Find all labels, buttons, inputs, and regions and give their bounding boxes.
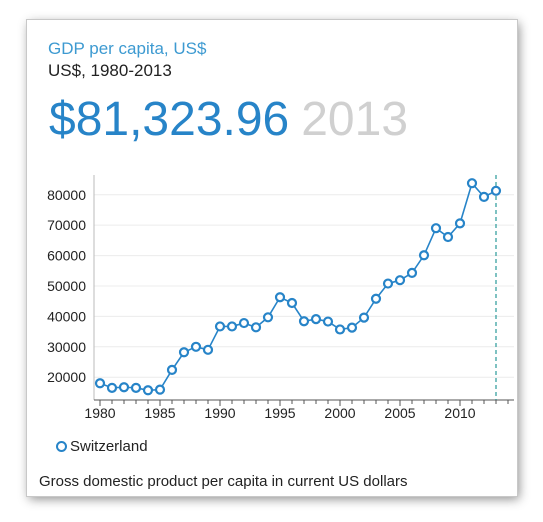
data-point [394, 275, 406, 286]
data-point [166, 364, 178, 375]
data-point [478, 191, 490, 202]
data-point [358, 312, 370, 323]
data-point [118, 382, 130, 393]
x-tick-label: 1985 [144, 405, 175, 421]
headline-value: $81,323.96 [49, 93, 290, 146]
line-chart: 20000 30000 40000 50000 60000 70000 80000 1980 1… [47, 175, 514, 421]
data-point [382, 278, 394, 289]
x-tick-label: 2010 [444, 405, 475, 421]
data-point [178, 347, 190, 358]
data-point [226, 321, 238, 332]
x-tick-label: 1990 [204, 405, 235, 421]
data-point [406, 267, 418, 279]
y-tick-label: 70000 [47, 217, 86, 233]
legend-marker-icon [56, 441, 67, 452]
x-tick-label: 1995 [264, 405, 295, 421]
x-tick-label: 2005 [384, 405, 415, 421]
data-point [322, 316, 334, 327]
footnote: Gross domestic product per capita in cur… [39, 473, 408, 490]
data-point [310, 314, 322, 325]
x-tick-label: 2000 [324, 405, 355, 421]
data-point [190, 341, 202, 352]
data-point [262, 312, 274, 323]
data-point [130, 382, 142, 393]
y-tick-label: 60000 [47, 248, 86, 264]
y-tick-label: 50000 [47, 278, 86, 294]
data-point [106, 382, 118, 393]
legend-label-switzerland: Switzerland [70, 438, 148, 455]
headline-year: 2013 [301, 93, 409, 146]
data-point [442, 231, 454, 243]
data-point [286, 297, 298, 309]
y-tick-label: 20000 [47, 369, 86, 385]
data-point [334, 324, 346, 335]
data-point [94, 378, 106, 389]
data-point [346, 322, 358, 333]
data-point [250, 322, 262, 333]
data-point [418, 250, 430, 261]
data-point [154, 384, 166, 395]
data-point [274, 292, 286, 303]
y-tick-label: 40000 [47, 308, 86, 324]
series-line [99, 181, 497, 392]
data-point [430, 223, 442, 234]
data-point [202, 344, 214, 355]
y-tick-label: 30000 [47, 339, 86, 355]
chart-title: GDP per capita, US$ [48, 39, 207, 58]
data-point [490, 185, 502, 196]
chart-subtitle: US$, 1980-2013 [48, 61, 172, 80]
y-tick-label: 80000 [47, 187, 86, 203]
chart-card: GDP per capita, US$ US$, 1980-2013 $81,3… [27, 20, 517, 496]
data-point [370, 293, 382, 304]
data-point [454, 218, 466, 229]
data-point [466, 178, 478, 189]
x-tick-label: 1980 [84, 405, 115, 421]
legend: Switzerland [56, 438, 148, 455]
headline: $81,323.96 2013 [49, 92, 408, 148]
data-point [298, 316, 310, 327]
data-point [214, 321, 226, 332]
data-point [142, 385, 154, 396]
data-point [238, 317, 250, 329]
